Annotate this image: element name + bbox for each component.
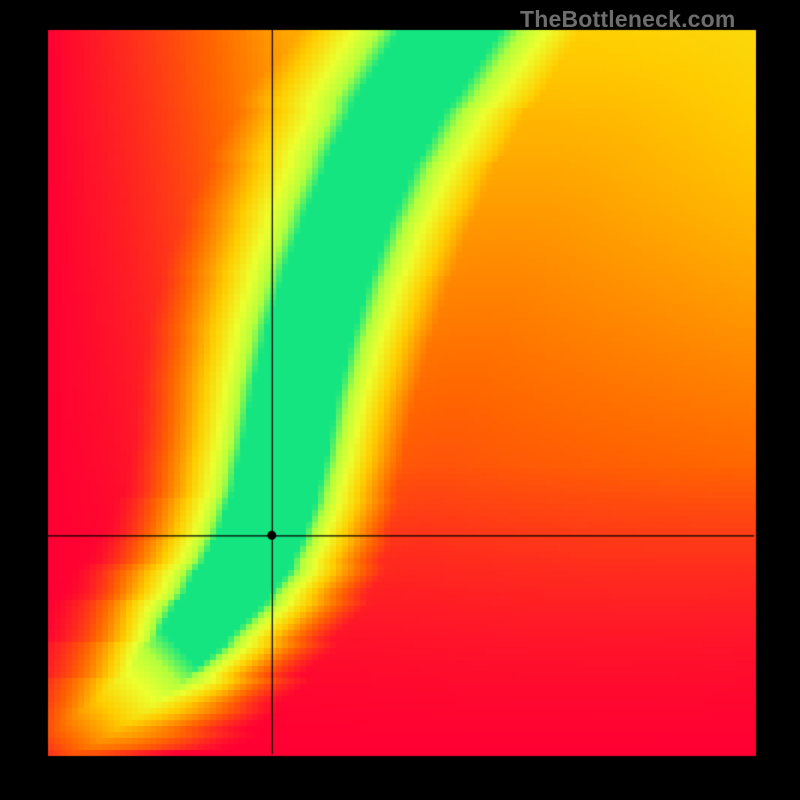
chart-stage: { "canvas": { "width": 800, "height": 80…	[0, 0, 800, 800]
heatmap-canvas	[0, 0, 800, 800]
watermark-text: TheBottleneck.com	[520, 6, 736, 33]
